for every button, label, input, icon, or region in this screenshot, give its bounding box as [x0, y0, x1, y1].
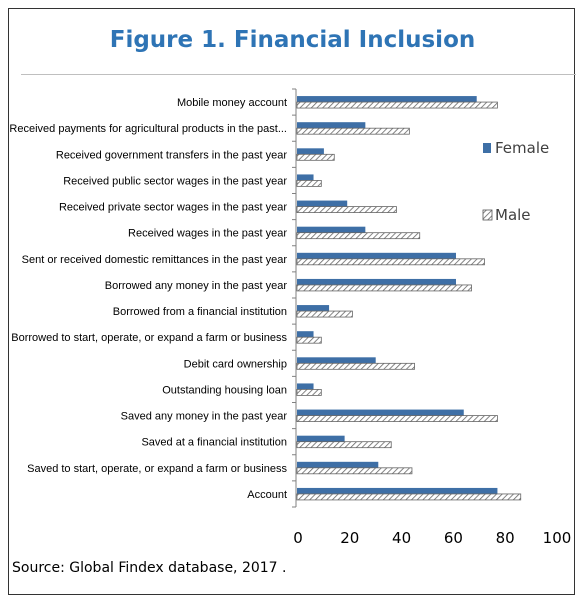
bar-male	[296, 389, 322, 396]
x-tick-label: 0	[293, 529, 303, 547]
category-label: Account	[247, 489, 287, 501]
bar-female	[297, 383, 314, 390]
bar-male	[296, 153, 335, 161]
bar-male	[296, 336, 322, 344]
bar-female	[297, 226, 366, 233]
bar-female	[297, 487, 498, 494]
bar-male	[296, 493, 522, 501]
source-note: Source: Global Findex database, 2017 .	[12, 560, 287, 576]
category-label: Sent or received domestic remittances in…	[22, 254, 288, 266]
bar-female	[297, 148, 324, 155]
bar-male	[296, 258, 485, 266]
figure-title: Figure 1. Financial Inclusion	[109, 27, 476, 53]
bar-male	[296, 467, 413, 475]
bar-male	[296, 232, 421, 240]
bar-female	[297, 174, 314, 181]
category-label: Received wages in the past year	[128, 228, 287, 240]
bar-female	[297, 96, 477, 103]
category-label: Borrowed from a financial institution	[113, 306, 287, 318]
x-axis-ticks: 0 20 40 60 80 100	[293, 529, 571, 547]
x-tick-label: 100	[543, 529, 572, 547]
bar-female	[297, 435, 345, 442]
category-label: Outstanding housing loan	[162, 384, 287, 396]
legend-swatch-male	[482, 209, 493, 221]
bar-female	[297, 357, 376, 364]
bar-female	[297, 409, 464, 416]
category-label: Saved any money in the past year	[121, 411, 288, 423]
category-label: Mobile money account	[177, 97, 287, 109]
bar-female	[297, 122, 366, 129]
bar-male	[296, 415, 498, 422]
category-label: Borrowed any money in the past year	[105, 280, 288, 292]
category-label: Borrowed to start, operate, or expand a …	[11, 332, 287, 344]
bar-male	[296, 362, 415, 370]
legend-swatch-female	[483, 143, 491, 153]
x-tick-label: 60	[444, 529, 463, 547]
bar-male	[296, 284, 472, 292]
category-label: Received private sector wages in the pas…	[59, 202, 287, 214]
bar-female	[297, 252, 456, 259]
x-tick-label: 80	[496, 529, 515, 547]
legend-label-male: Male	[495, 206, 531, 224]
category-label: Received public sector wages in the past…	[63, 175, 287, 187]
bar-male	[296, 206, 397, 213]
x-tick-label: 40	[392, 529, 411, 547]
bar-male	[296, 310, 353, 318]
category-label: Received payments for agricultural produ…	[9, 123, 287, 135]
category-label: Saved at a financial institution	[141, 437, 287, 449]
bar-male	[296, 101, 498, 109]
bar-female	[297, 461, 379, 468]
chart-axes	[292, 88, 297, 508]
x-tick-label: 20	[340, 529, 359, 547]
category-label: Debit card ownership	[184, 358, 287, 370]
chart-legend: Female Male	[482, 139, 549, 224]
category-labels: Mobile money account Received payments fo…	[9, 97, 287, 501]
bar-female	[297, 305, 330, 312]
title-divider	[21, 74, 576, 75]
category-label: Received government transfers in the pas…	[56, 149, 287, 161]
bar-female	[297, 278, 456, 285]
bar-female	[297, 331, 314, 338]
bar-male	[296, 180, 322, 187]
legend-label-female: Female	[495, 139, 549, 157]
bar-female	[297, 200, 348, 207]
bar-male	[296, 441, 392, 449]
chart-bars	[296, 96, 522, 501]
bar-male	[296, 127, 410, 135]
category-label: Saved to start, operate, or expand a far…	[27, 463, 287, 475]
